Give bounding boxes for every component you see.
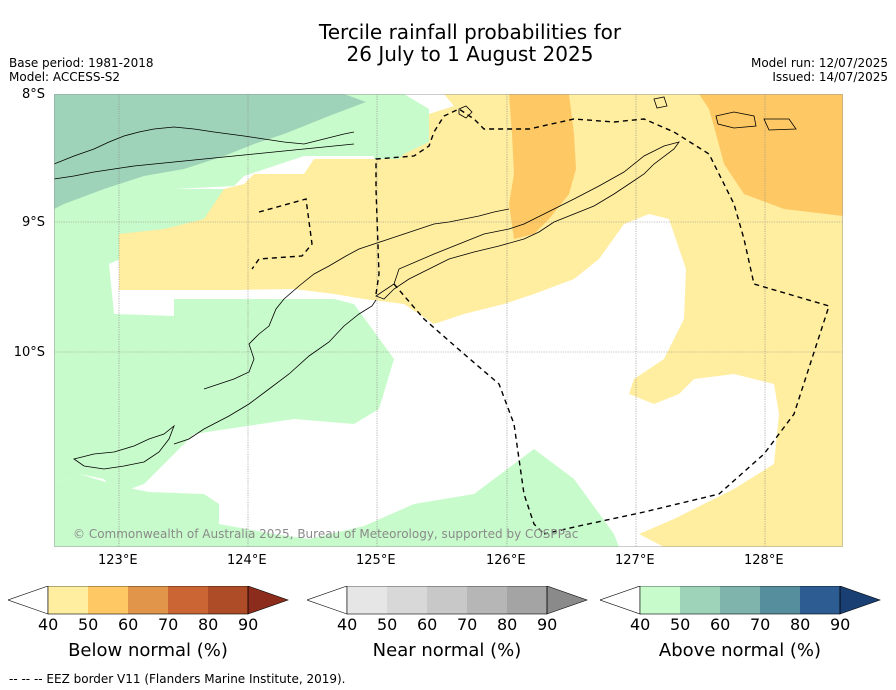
colorbar-near-title: Near normal (%): [372, 640, 522, 661]
colorbar-above-tick-90: 90: [830, 615, 851, 634]
below-normal-60-region-central: [509, 94, 576, 239]
colorbar-below-seg-60-70: [128, 586, 168, 614]
below-normal-50-region: [119, 94, 843, 547]
eez-border-note: -- -- -- EEZ border V11 (Flanders Marine…: [9, 672, 346, 686]
colorbar-below-over-triangle: [247, 586, 289, 615]
colorbar-above-seg-70-80: [760, 586, 800, 614]
above-normal-50-region-south: [54, 449, 619, 547]
model-label: Model: ACCESS-S2: [9, 70, 121, 84]
lon-label-128e: 128°E: [744, 553, 784, 568]
colorbar-near-seg-50-60: [387, 586, 427, 614]
colorbar-above-normal: [600, 586, 881, 615]
eez-border: [251, 108, 830, 535]
flores-north-coastline: [54, 126, 355, 165]
colorbar-above-segments: [640, 586, 840, 614]
colorbar-below-normal: [8, 586, 289, 615]
colorbar-above-title: Above normal (%): [658, 640, 822, 661]
colorbar-above-under-triangle: [600, 586, 641, 615]
lon-label-127e: 127°E: [615, 553, 655, 568]
colorbar-below-tick-50: 50: [78, 615, 99, 634]
colorbar-below-tick-60: 60: [118, 615, 139, 634]
lon-label-126e: 126°E: [486, 553, 526, 568]
colorbar-near-over-triangle: [546, 586, 588, 615]
colorbar-near-tick-80: 80: [497, 615, 518, 634]
colorbar-below-under-triangle: [8, 586, 49, 615]
colorbar-above-seg-80-90: [800, 586, 840, 614]
colorbar-below-seg-70-80: [168, 586, 208, 614]
colorbar-above-tick-70: 70: [750, 615, 771, 634]
coastlines: [54, 96, 797, 470]
map-title-line2: 26 July to 1 August 2025: [346, 42, 594, 66]
flores-south-coastline: [54, 143, 355, 180]
colorbar-below-seg-40-50: [48, 586, 88, 614]
flores-sumba-coastline: [173, 299, 377, 445]
map-title-line1: Tercile rainfall probabilities for: [318, 20, 622, 44]
below-normal-60-region-east: [699, 94, 843, 216]
colorbar-above-tick-50: 50: [670, 615, 691, 634]
colorbar-above-tick-80: 80: [790, 615, 811, 634]
colorbar-below-segments: [48, 586, 248, 614]
colorbar-above-seg-40-50: [640, 586, 680, 614]
colorbar-near-under-triangle: [307, 586, 348, 615]
colorbar-near-seg-40-50: [347, 586, 387, 614]
colorbar-near-tick-70: 70: [457, 615, 478, 634]
model-run-label: Model run: 12/07/2025: [750, 56, 888, 70]
colorbar-near-seg-70-80: [467, 586, 507, 614]
colorbar-near-seg-60-70: [427, 586, 467, 614]
above-normal-60-region: [54, 94, 366, 209]
colorbar-near-seg-80-90: [507, 586, 547, 614]
alor-coastline: [203, 208, 510, 390]
above-normal-50-region-west: [54, 189, 394, 494]
colorbar-above-tick-40: 40: [630, 615, 651, 634]
colorbar-above-seg-60-70: [720, 586, 760, 614]
timor-coastline: [375, 141, 680, 300]
northern-islet-2: [653, 96, 668, 109]
lon-label-124e: 124°E: [227, 553, 267, 568]
lat-label-10s: 10°S: [13, 345, 45, 360]
lon-label-123e: 123°E: [98, 553, 138, 568]
base-period-label: Base period: 1981-2018: [9, 56, 154, 70]
colorbar-near-segments: [347, 586, 547, 614]
colorbar-above-tick-60: 60: [710, 615, 731, 634]
colorbar-near-tick-60: 60: [417, 615, 438, 634]
colorbar-near-normal: [307, 586, 588, 615]
colorbar-below-seg-80-90: [208, 586, 248, 614]
colorbar-below-tick-40: 40: [38, 615, 59, 634]
copyright-notice: © Commonwealth of Australia 2025, Bureau…: [73, 527, 579, 541]
colorbar-near-tick-90: 90: [537, 615, 558, 634]
colorbar-near-tick-50: 50: [377, 615, 398, 634]
sumba-coastline: [73, 424, 175, 470]
northern-islet-3: [715, 111, 757, 129]
issued-label: Issued: 14/07/2025: [772, 70, 888, 84]
colorbar-below-tick-90: 90: [238, 615, 259, 634]
rainfall-probability-map: [54, 94, 843, 547]
lat-label-9s: 9°S: [21, 215, 45, 230]
colorbar-below-tick-80: 80: [198, 615, 219, 634]
colorbar-below-tick-70: 70: [158, 615, 179, 634]
colorbar-near-tick-40: 40: [337, 615, 358, 634]
lat-label-8s: 8°S: [21, 87, 45, 102]
colorbar-above-seg-50-60: [680, 586, 720, 614]
colorbar-above-over-triangle: [839, 586, 881, 615]
colorbar-below-seg-50-60: [88, 586, 128, 614]
lon-label-125e: 125°E: [356, 553, 396, 568]
northern-islet-4: [763, 118, 797, 131]
colorbar-below-title: Below normal (%): [68, 640, 228, 661]
